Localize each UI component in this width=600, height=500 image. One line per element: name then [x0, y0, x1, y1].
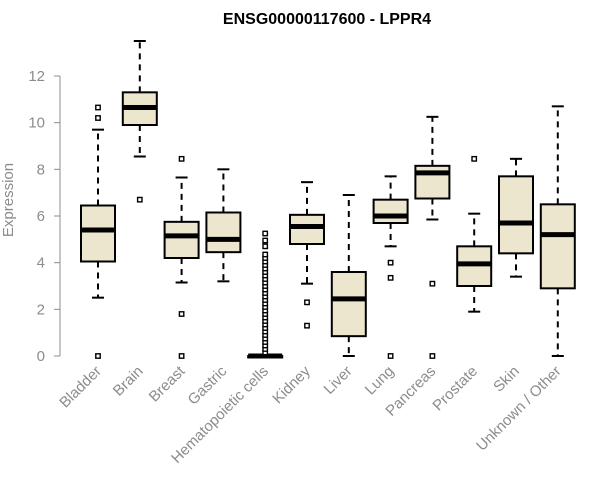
outlier-point: [95, 115, 101, 121]
box-kidney: [289, 181, 325, 329]
y-tick-label: 2: [37, 301, 45, 318]
outlier-point: [262, 230, 269, 237]
box-pancreas: [414, 115, 451, 359]
box-hematopoietic-cells: [247, 230, 284, 359]
outlier-point: [262, 251, 269, 258]
outlier-point: [304, 322, 310, 329]
outlier-point: [429, 353, 436, 359]
outlier-point: [304, 299, 310, 306]
outlier-point: [95, 353, 101, 359]
x-tick-label: Liver: [321, 363, 356, 398]
box-unknown-other: [539, 105, 576, 357]
outlier-point: [387, 353, 394, 359]
x-tick-label: Brain: [110, 363, 147, 400]
box-bladder: [80, 104, 116, 359]
box-iqr: [330, 271, 367, 338]
outlier-point: [262, 237, 269, 244]
y-tick-label: 8: [37, 161, 45, 178]
y-axis-label: Expression: [0, 163, 17, 237]
outlier-point: [178, 353, 185, 359]
box-series: [80, 40, 576, 359]
outlier-point: [95, 104, 101, 111]
box-prostate: [456, 155, 493, 313]
outlier-point: [178, 311, 185, 317]
x-tick-label: Prostate: [429, 363, 481, 415]
box-lung: [372, 175, 409, 359]
x-tick-label: Skin: [490, 363, 523, 396]
box-gastric: [205, 168, 242, 283]
x-tick-label: Breast: [146, 362, 189, 405]
outlier-point: [262, 243, 269, 250]
box-iqr: [80, 204, 116, 263]
y-tick-label: 10: [28, 115, 45, 132]
outlier-point: [471, 155, 478, 162]
x-tick-label: Bladder: [56, 363, 105, 412]
y-tick-label: 12: [28, 68, 45, 85]
box-iqr: [372, 198, 409, 225]
box-breast: [163, 155, 200, 359]
box-iqr: [498, 175, 534, 255]
outlier-point: [429, 280, 436, 287]
box-iqr: [163, 220, 200, 259]
box-iqr: [205, 211, 242, 254]
box-iqr: [289, 213, 325, 245]
box-liver: [330, 194, 367, 357]
y-tick-label: 4: [37, 255, 45, 272]
outlier-point: [178, 155, 185, 162]
outlier-point: [387, 259, 394, 266]
y-tick-label: 6: [37, 208, 45, 225]
x-tick-label: Lung: [362, 363, 398, 399]
chart-title: ENSG00000117600 - LPPR4: [223, 11, 431, 28]
outlier-point: [136, 196, 143, 203]
box-skin: [498, 157, 534, 278]
box-iqr: [539, 203, 576, 290]
y-tick-label: 0: [37, 348, 45, 365]
y-axis: 0 2 4 6 8 10 12: [28, 68, 61, 365]
x-tick-label: Kidney: [269, 362, 314, 407]
box-brain: [121, 40, 158, 203]
outlier-point: [387, 274, 394, 281]
